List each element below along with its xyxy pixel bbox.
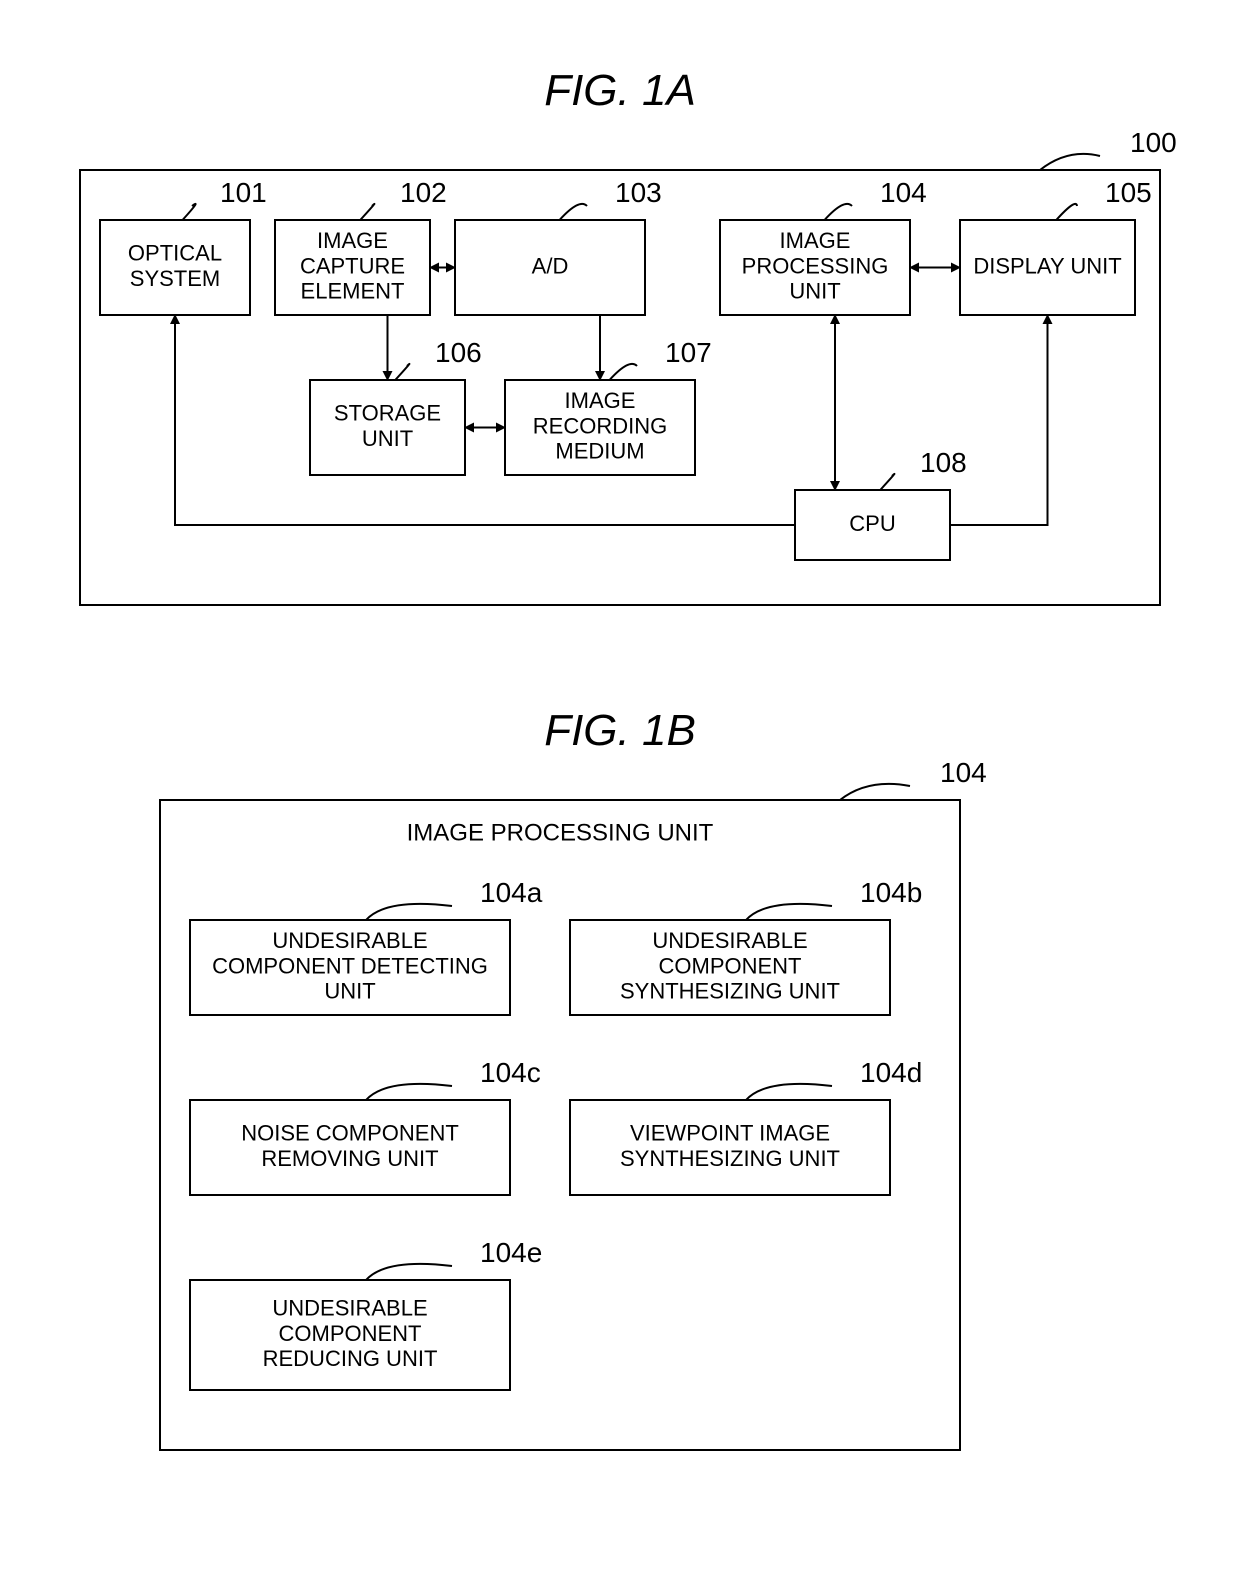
box-label: A/D <box>532 253 569 278</box>
box-label: SYNTHESIZING UNIT <box>620 979 840 1004</box>
connector-cpu-to-105 <box>950 315 1048 525</box>
ref-leader <box>825 204 853 220</box>
ref-label: 106 <box>435 337 482 368</box>
ref-leader <box>746 904 832 920</box>
box-label: PROCESSING <box>742 253 889 278</box>
box-label: REMOVING UNIT <box>261 1146 438 1171</box>
box-label: COMPONENT <box>279 1321 422 1346</box>
ref-label: 104e <box>480 1237 542 1268</box>
box-label: DISPLAY UNIT <box>973 253 1121 278</box>
figB-b104a: UNDESIRABLECOMPONENT DETECTINGUNIT <box>190 920 510 1015</box>
figB-b104c: NOISE COMPONENTREMOVING UNIT <box>190 1100 510 1195</box>
ref-label: 100 <box>1130 127 1177 158</box>
ref-leader <box>366 1084 452 1100</box>
ref-leader <box>183 204 196 220</box>
box-label: RECORDING <box>533 413 667 438</box>
figB-b104b: UNDESIRABLECOMPONENTSYNTHESIZING UNIT <box>570 920 890 1015</box>
ref-label: 104a <box>480 877 543 908</box>
ref-label: 101 <box>220 177 267 208</box>
box-label: COMPONENT <box>659 953 802 978</box>
figB-b104e: UNDESIRABLECOMPONENTREDUCING UNIT <box>190 1280 510 1390</box>
ref-leader <box>366 904 452 920</box>
box-label: ELEMENT <box>301 279 405 304</box>
box-label: VIEWPOINT IMAGE <box>630 1121 830 1146</box>
box-label: UNIT <box>789 279 840 304</box>
box-label: REDUCING UNIT <box>263 1346 438 1371</box>
figA-b108: CPU <box>795 490 950 560</box>
ref-label: 104d <box>860 1057 922 1088</box>
box-label: CAPTURE <box>300 253 405 278</box>
box-label: CPU <box>849 511 895 536</box>
ref-leader <box>880 474 894 490</box>
ref-leader <box>395 364 409 380</box>
ref-leader <box>746 1084 832 1100</box>
box-label: COMPONENT DETECTING <box>212 953 488 978</box>
ref-leader <box>610 364 638 380</box>
box-label: NOISE COMPONENT <box>241 1121 459 1146</box>
box-label: SYSTEM <box>130 266 220 291</box>
ref-label: 104b <box>860 877 922 908</box>
ref-label: 102 <box>400 177 447 208</box>
box-label: OPTICAL <box>128 241 222 266</box>
box-label: MEDIUM <box>555 439 644 464</box>
figB-title: FIG. 1B <box>544 706 696 755</box>
figA-b102: IMAGECAPTUREELEMENT <box>275 220 430 315</box>
ref-label: 108 <box>920 447 967 478</box>
figA-b103: A/D <box>455 220 645 315</box>
ref-label: 107 <box>665 337 712 368</box>
box-label: IMAGE <box>780 228 851 253</box>
box-label: UNIT <box>362 426 413 451</box>
box-label: UNDESIRABLE <box>652 928 807 953</box>
ref-label: 104 <box>940 757 987 788</box>
ref-leader <box>1056 204 1077 220</box>
figA-b104: IMAGEPROCESSINGUNIT <box>720 220 910 315</box>
box-label: STORAGE <box>334 401 441 426</box>
box-label: UNDESIRABLE <box>272 1296 427 1321</box>
box-label: IMAGE <box>565 388 636 413</box>
ref-leader <box>360 204 374 220</box>
figA-b101: OPTICALSYSTEM <box>100 220 250 315</box>
figA-b105: DISPLAY UNIT <box>960 220 1135 315</box>
box-label: UNDESIRABLE <box>272 928 427 953</box>
box-label: IMAGE <box>317 228 388 253</box>
ref-label: 104c <box>480 1057 541 1088</box>
figA-b107: IMAGERECORDINGMEDIUM <box>505 380 695 475</box>
box-label: UNIT <box>324 979 375 1004</box>
ref-leader <box>840 784 910 800</box>
ref-leader <box>366 1264 452 1280</box>
ref-label: 105 <box>1105 177 1152 208</box>
figB-header: IMAGE PROCESSING UNIT <box>407 819 714 846</box>
figA-b106: STORAGEUNIT <box>310 380 465 475</box>
box-label: SYNTHESIZING UNIT <box>620 1146 840 1171</box>
ref-label: 103 <box>615 177 662 208</box>
figA-title: FIG. 1A <box>544 66 696 115</box>
figB-b104d: VIEWPOINT IMAGESYNTHESIZING UNIT <box>570 1100 890 1195</box>
ref-leader <box>560 204 588 220</box>
ref-leader <box>1040 154 1100 170</box>
ref-label: 104 <box>880 177 927 208</box>
